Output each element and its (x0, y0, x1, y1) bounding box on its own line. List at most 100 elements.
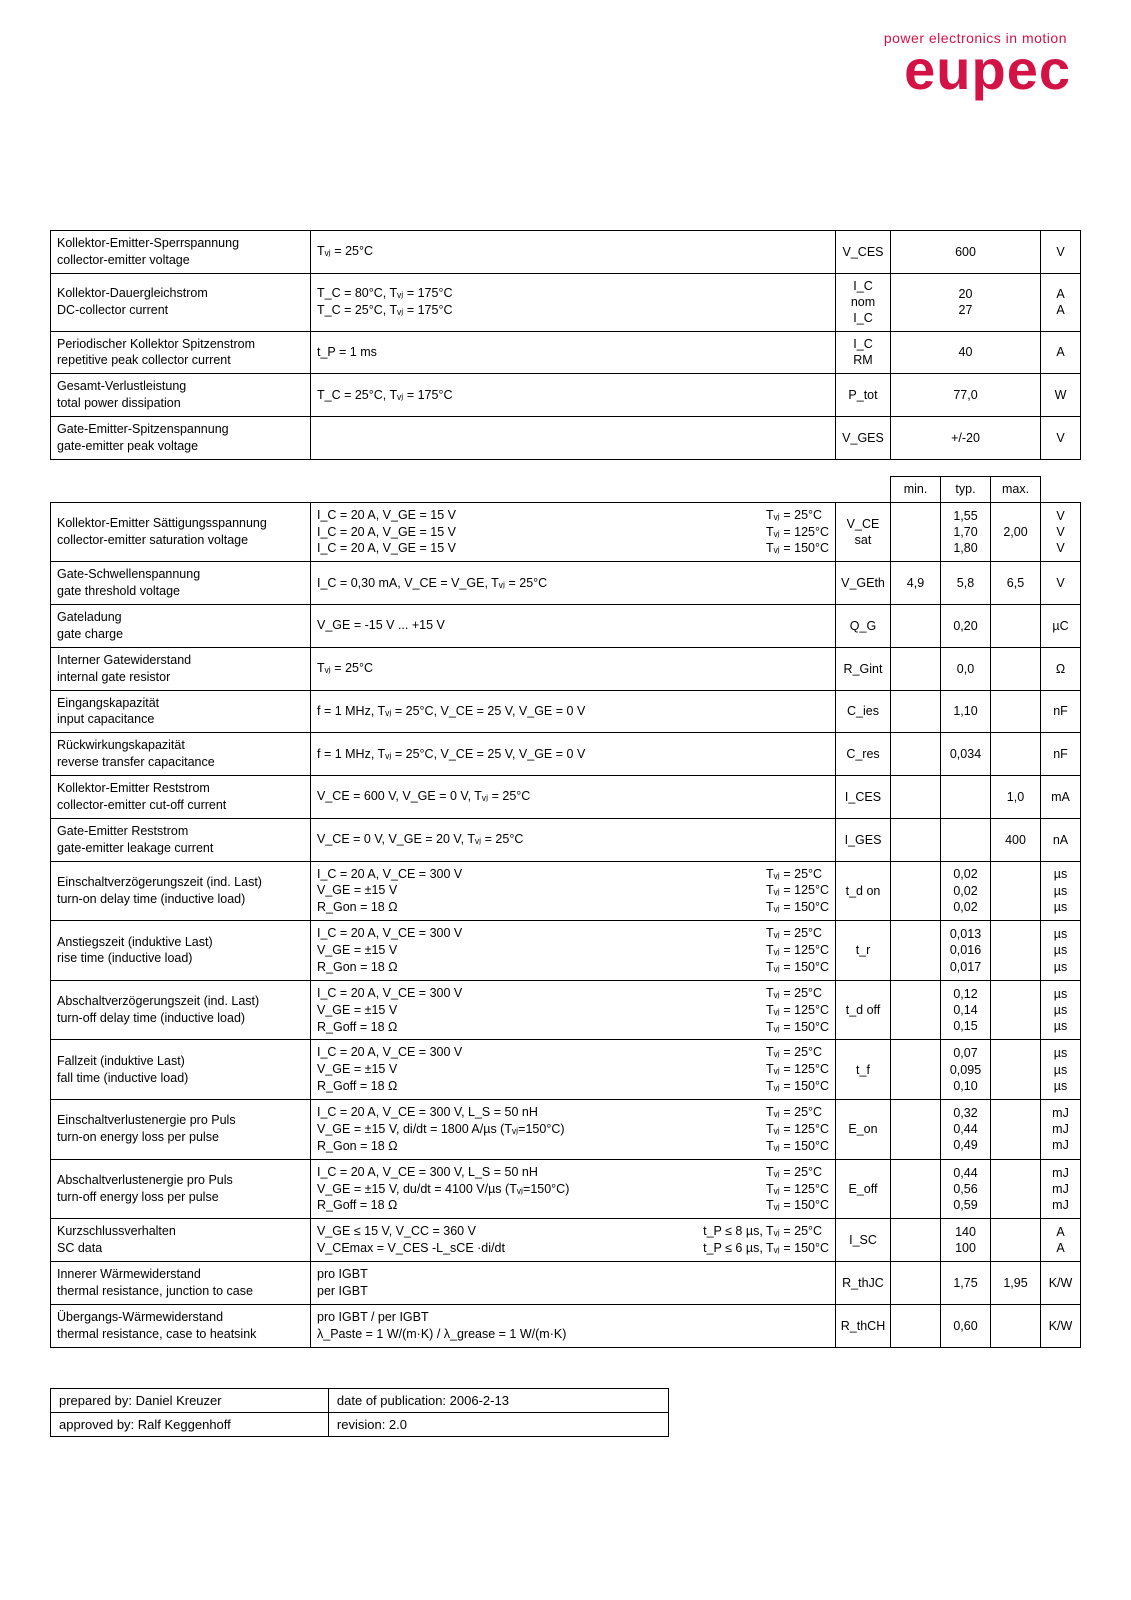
symbol: t_f (836, 1040, 891, 1100)
symbol: C_ies (836, 690, 891, 733)
table-row: Kollektor-Emitter Reststromcollector-emi… (51, 776, 1081, 819)
value-max (991, 1304, 1041, 1347)
condition: T_C = 25°C, Tᵥⱼ = 175°C (311, 374, 836, 417)
condition: f = 1 MHz, Tᵥⱼ = 25°C, V_CE = 25 V, V_GE… (311, 690, 836, 733)
parameter: Abschaltverlustenergie pro Pulsturn-off … (51, 1159, 311, 1219)
parameter: Kollektor-Emitter-Sperrspannungcollector… (51, 231, 311, 274)
table-row: Kollektor-Emitter-Sperrspannungcollector… (51, 231, 1081, 274)
value-max (991, 921, 1041, 981)
unit: K/W (1041, 1304, 1081, 1347)
value-min (891, 980, 941, 1040)
logo-brand: eupec (884, 42, 1071, 98)
value: 600 (891, 231, 1041, 274)
value-max (991, 980, 1041, 1040)
unit: Ω (1041, 647, 1081, 690)
value-max (991, 647, 1041, 690)
value-max: 6,5 (991, 562, 1041, 605)
table-row: Übergangs-Wärmewiderstandthermal resista… (51, 1304, 1081, 1347)
value: 40 (891, 331, 1041, 374)
value-typ: 1,10 (941, 690, 991, 733)
symbol: I_SC (836, 1219, 891, 1262)
condition: I_C = 20 A, V_CE = 300 VV_GE = ±15 VR_Go… (311, 980, 836, 1040)
table-row: Anstiegszeit (induktive Last)rise time (… (51, 921, 1081, 981)
unit: V (1041, 417, 1081, 460)
condition: pro IGBT / per IGBTλ_Paste = 1 W/(m·K) /… (311, 1304, 836, 1347)
value-min (891, 1100, 941, 1160)
symbol: R_thCH (836, 1304, 891, 1347)
parameter: Gateladunggate charge (51, 605, 311, 648)
value: 77,0 (891, 374, 1041, 417)
value-max (991, 861, 1041, 921)
parameter: Gate-Emitter Reststromgate-emitter leaka… (51, 818, 311, 861)
value-max (991, 1040, 1041, 1100)
unit: µsµsµs (1041, 861, 1081, 921)
condition: I_C = 20 A, V_GE = 15 VI_C = 20 A, V_GE … (311, 502, 836, 562)
value-min (891, 861, 941, 921)
table-row: Abschaltverzögerungszeit (ind. Last)turn… (51, 980, 1081, 1040)
value-min (891, 921, 941, 981)
unit: µC (1041, 605, 1081, 648)
value-typ: 0,320,440,49 (941, 1100, 991, 1160)
value-typ (941, 776, 991, 819)
parameter: Gate-Emitter-Spitzenspannunggate-emitter… (51, 417, 311, 460)
table-row: KurzschlussverhaltenSC dataV_GE ≤ 15 V, … (51, 1219, 1081, 1262)
value-typ: 140100 (941, 1219, 991, 1262)
value-typ (941, 818, 991, 861)
symbol: C_res (836, 733, 891, 776)
value-min (891, 502, 941, 562)
revision: revision: 2.0 (328, 1412, 668, 1436)
unit: W (1041, 374, 1081, 417)
table-row: Eingangskapazitätinput capacitancef = 1 … (51, 690, 1081, 733)
value-max (991, 733, 1041, 776)
condition: I_C = 20 A, V_CE = 300 VV_GE = ±15 VR_Go… (311, 1040, 836, 1100)
unit: nF (1041, 690, 1081, 733)
table-row: Einschaltverlustenergie pro Pulsturn-on … (51, 1100, 1081, 1160)
unit: µsµsµs (1041, 1040, 1081, 1100)
symbol: t_d on (836, 861, 891, 921)
value-typ: 0,120,140,15 (941, 980, 991, 1040)
parameter: Einschaltverlustenergie pro Pulsturn-on … (51, 1100, 311, 1160)
condition: V_GE = -15 V ... +15 V (311, 605, 836, 648)
parameter: Anstiegszeit (induktive Last)rise time (… (51, 921, 311, 981)
value: +/-20 (891, 417, 1041, 460)
value-min (891, 1040, 941, 1100)
parameter: Gate-Schwellenspannunggate threshold vol… (51, 562, 311, 605)
symbol: R_thJC (836, 1262, 891, 1305)
symbol: I_CES (836, 776, 891, 819)
value-min (891, 1262, 941, 1305)
table-row: Interner Gatewiderstandinternal gate res… (51, 647, 1081, 690)
symbol: R_Gint (836, 647, 891, 690)
approved-by: approved by: Ralf Keggenhoff (51, 1412, 329, 1436)
parameter: Gesamt-Verlustleistungtotal power dissip… (51, 374, 311, 417)
value-typ: 1,75 (941, 1262, 991, 1305)
symbol: V_GEth (836, 562, 891, 605)
unit: nF (1041, 733, 1081, 776)
parameter: Kollektor-Emitter Sättigungsspannungcoll… (51, 502, 311, 562)
unit: mA (1041, 776, 1081, 819)
symbol: I_C RM (836, 331, 891, 374)
parameter: Einschaltverzögerungszeit (ind. Last)tur… (51, 861, 311, 921)
value-min: 4,9 (891, 562, 941, 605)
table-row: Fallzeit (induktive Last)fall time (indu… (51, 1040, 1081, 1100)
symbol: V_CES (836, 231, 891, 274)
symbol: V_GES (836, 417, 891, 460)
table-row: Gesamt-Verlustleistungtotal power dissip… (51, 374, 1081, 417)
unit: AA (1041, 273, 1081, 331)
condition: V_CE = 0 V, V_GE = 20 V, Tᵥⱼ = 25°C (311, 818, 836, 861)
value-max (991, 1159, 1041, 1219)
condition: V_GE ≤ 15 V, V_CC = 360 VV_CEmax = V_CES… (311, 1219, 836, 1262)
value-min (891, 1219, 941, 1262)
value: 2027 (891, 273, 1041, 331)
value-min (891, 1304, 941, 1347)
unit: AA (1041, 1219, 1081, 1262)
value-typ: 5,8 (941, 562, 991, 605)
table-row: Innerer Wärmewiderstandthermal resistanc… (51, 1262, 1081, 1305)
value-max: 1,0 (991, 776, 1041, 819)
condition: V_CE = 600 V, V_GE = 0 V, Tᵥⱼ = 25°C (311, 776, 836, 819)
value-typ: 0,070,0950,10 (941, 1040, 991, 1100)
condition: I_C = 20 A, V_CE = 300 V, L_S = 50 nHV_G… (311, 1159, 836, 1219)
table-row: Gate-Schwellenspannunggate threshold vol… (51, 562, 1081, 605)
condition: I_C = 20 A, V_CE = 300 VV_GE = ±15 VR_Go… (311, 921, 836, 981)
condition: I_C = 20 A, V_CE = 300 V, L_S = 50 nHV_G… (311, 1100, 836, 1160)
value-max (991, 1219, 1041, 1262)
